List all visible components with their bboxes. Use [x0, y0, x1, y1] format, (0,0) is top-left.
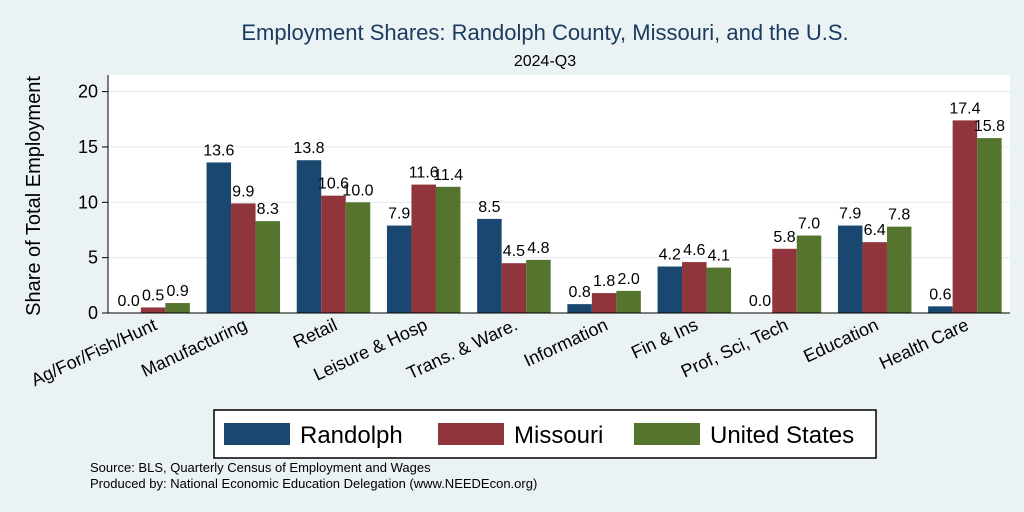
- data-label: 4.1: [708, 248, 730, 265]
- legend-label: Missouri: [514, 422, 603, 449]
- x-tick-label: Fin & Ins: [628, 314, 701, 362]
- bar: [411, 184, 436, 313]
- bar: [657, 266, 683, 313]
- data-label: 8.5: [478, 199, 500, 216]
- y-tick-label: 20: [78, 82, 98, 102]
- bar: [616, 290, 641, 313]
- y-tick-label: 0: [88, 303, 98, 323]
- bar: [837, 225, 863, 313]
- bar: [477, 218, 502, 313]
- produced-by-note: Produced by: National Economic Education…: [90, 476, 537, 491]
- bar: [296, 160, 322, 313]
- data-label: 7.9: [839, 206, 861, 223]
- data-label: 6.4: [864, 222, 886, 239]
- bar: [567, 304, 592, 313]
- legend: Randolph Missouri United States: [213, 409, 877, 459]
- data-label: 0.0: [117, 293, 139, 310]
- bar: [501, 263, 527, 313]
- x-tick-label: Ag/For/Fish/Hunt: [28, 314, 160, 390]
- x-tick-label: Education: [800, 314, 881, 366]
- legend-label: Randolph: [300, 422, 403, 449]
- data-label: 10.0: [342, 182, 373, 199]
- bar: [682, 262, 707, 313]
- data-label: 15.8: [974, 118, 1005, 135]
- data-label: 2.0: [617, 271, 639, 288]
- legend-swatch: [634, 423, 700, 445]
- bar: [386, 225, 412, 313]
- data-label: 1.8: [593, 273, 615, 290]
- legend-box: [213, 409, 877, 459]
- bar: [526, 259, 551, 313]
- data-label: 10.6: [318, 176, 349, 193]
- data-label: 7.9: [388, 206, 410, 223]
- data-label: 4.5: [503, 243, 525, 260]
- x-tick-label: Retail: [290, 314, 340, 352]
- bar: [206, 162, 232, 313]
- bar: [706, 267, 732, 313]
- legend-swatch: [224, 423, 290, 445]
- bar: [435, 186, 461, 313]
- data-label: 17.4: [949, 100, 980, 117]
- y-tick-label: 10: [78, 192, 98, 212]
- data-label: 11.4: [433, 167, 463, 184]
- data-label: 9.9: [232, 183, 254, 200]
- legend-swatch: [438, 423, 504, 445]
- bar: [772, 248, 797, 313]
- bar: [886, 226, 912, 313]
- x-tick-label: Health Care: [876, 314, 972, 373]
- chart-subtitle: 2024-Q3: [514, 53, 576, 70]
- source-note: Source: BLS, Quarterly Census of Employm…: [90, 460, 431, 475]
- bar: [862, 242, 887, 313]
- data-label: 13.6: [203, 142, 234, 159]
- bar: [796, 235, 822, 313]
- data-label: 0.9: [166, 283, 188, 300]
- bar: [952, 120, 978, 313]
- data-label: 7.0: [798, 216, 820, 233]
- y-tick-label: 5: [88, 248, 98, 268]
- bar: [345, 202, 371, 313]
- chart-title: Employment Shares: Randolph County, Miss…: [241, 20, 848, 45]
- bar: [140, 307, 166, 313]
- data-label: 0.8: [568, 284, 590, 301]
- data-label: 7.8: [888, 207, 910, 224]
- bar: [255, 221, 281, 313]
- data-label: 4.2: [659, 247, 681, 264]
- data-label: 0.6: [929, 286, 951, 303]
- bar: [928, 306, 953, 313]
- bar: [165, 303, 190, 313]
- y-axis-label: Share of Total Employment: [23, 76, 45, 316]
- data-label: 0.0: [749, 293, 771, 310]
- data-label: 0.5: [142, 287, 164, 304]
- data-label: 5.8: [773, 229, 795, 246]
- bar: [321, 195, 346, 313]
- data-label: 4.8: [527, 240, 549, 257]
- data-label: 8.3: [257, 201, 279, 218]
- bar: [591, 293, 617, 313]
- x-tick-label: Information: [521, 314, 611, 370]
- data-label: 13.8: [293, 140, 324, 157]
- bar: [231, 203, 256, 313]
- legend-label: United States: [710, 422, 854, 449]
- data-label: 4.6: [683, 242, 705, 259]
- data-label: 11.6: [409, 165, 439, 182]
- bar: [977, 138, 1002, 313]
- y-tick-label: 15: [78, 137, 98, 157]
